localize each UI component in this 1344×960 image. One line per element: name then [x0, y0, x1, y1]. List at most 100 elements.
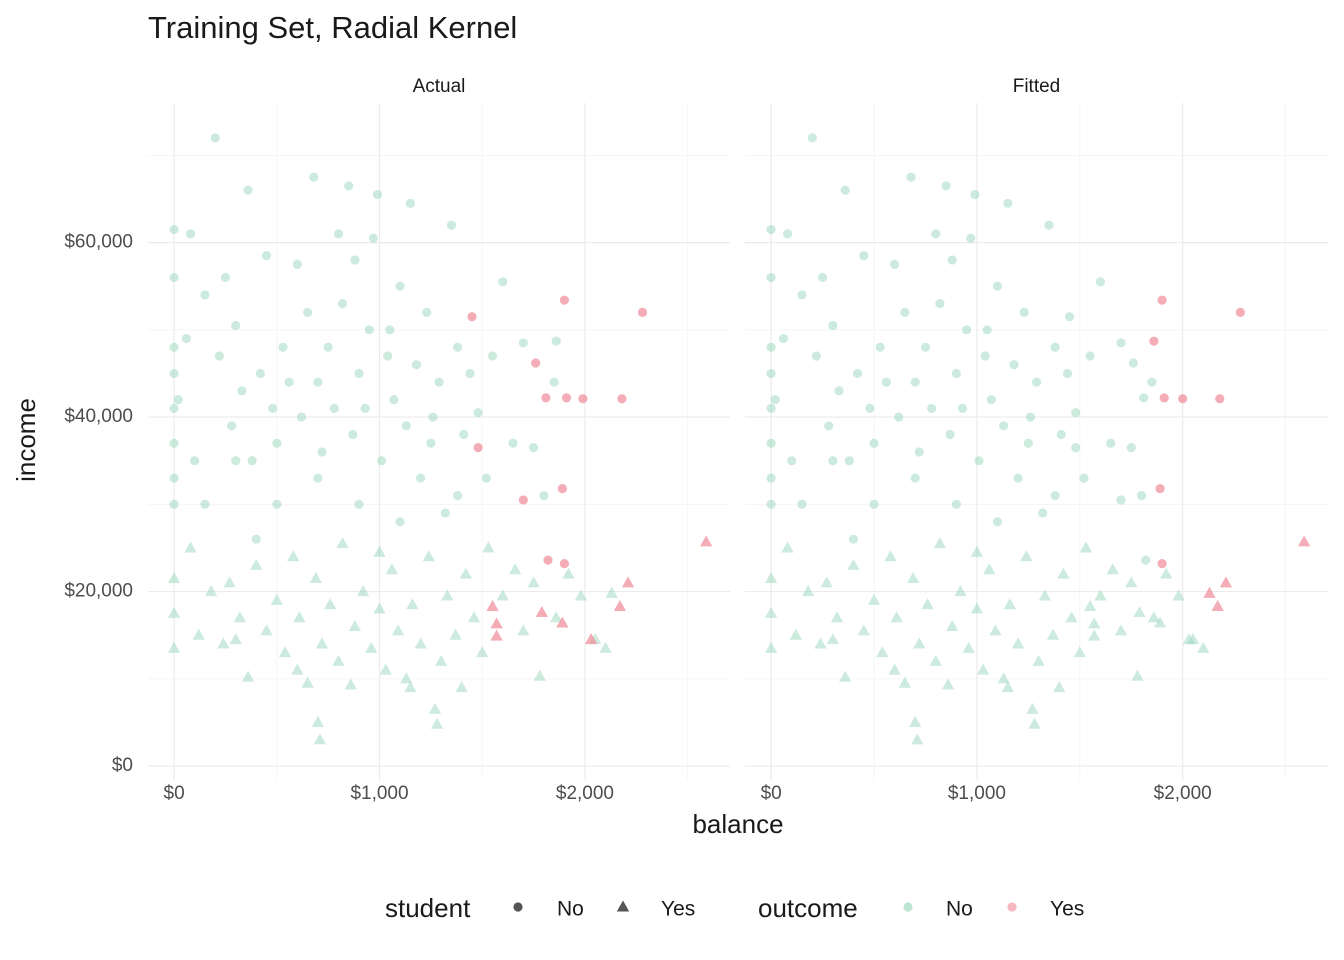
legend-key — [616, 900, 630, 912]
point — [533, 669, 546, 681]
point — [465, 368, 475, 379]
point — [1028, 717, 1041, 729]
point — [473, 408, 483, 418]
point — [223, 576, 236, 588]
point — [766, 438, 776, 448]
point — [354, 368, 364, 379]
point — [1046, 628, 1060, 640]
point — [391, 624, 405, 636]
point — [303, 307, 313, 317]
legend-title: outcome — [758, 893, 858, 923]
point — [467, 312, 477, 322]
point — [241, 670, 255, 682]
point — [508, 438, 518, 448]
point — [467, 611, 481, 623]
point — [549, 377, 559, 387]
point — [204, 585, 218, 597]
point — [1128, 358, 1138, 368]
point — [332, 654, 345, 666]
x-axis-title: balance — [692, 809, 783, 839]
point — [951, 368, 961, 379]
point — [496, 589, 509, 601]
point — [1071, 408, 1081, 418]
point — [385, 563, 399, 575]
point — [1157, 295, 1167, 305]
point — [309, 172, 319, 182]
point — [210, 133, 220, 143]
point — [278, 342, 288, 352]
point — [482, 541, 495, 553]
point — [617, 394, 627, 404]
point — [434, 377, 444, 387]
point — [287, 550, 300, 562]
point — [962, 641, 975, 653]
point — [1106, 438, 1116, 448]
point — [859, 251, 869, 261]
point — [957, 403, 968, 413]
point — [185, 229, 196, 239]
point — [876, 646, 889, 658]
point — [368, 233, 378, 243]
legend-label: No — [557, 898, 584, 921]
point — [844, 456, 854, 466]
point — [1079, 473, 1089, 483]
point — [1026, 702, 1039, 714]
point — [1114, 624, 1128, 636]
point — [848, 534, 859, 544]
point — [1106, 563, 1119, 575]
point — [426, 438, 436, 448]
point — [869, 499, 879, 509]
point — [452, 342, 463, 352]
point — [557, 484, 567, 494]
point — [229, 633, 242, 645]
point — [1064, 312, 1075, 322]
point — [169, 224, 179, 235]
point — [373, 545, 386, 557]
point — [1065, 611, 1078, 623]
point — [459, 567, 472, 579]
point — [980, 351, 990, 361]
point — [247, 456, 257, 466]
point — [962, 325, 972, 335]
point — [192, 628, 205, 640]
point — [313, 733, 327, 745]
point — [906, 571, 920, 584]
point — [227, 421, 237, 431]
point — [518, 495, 528, 505]
point — [637, 307, 648, 317]
point — [898, 676, 912, 688]
point — [613, 599, 627, 611]
point — [828, 456, 838, 466]
point — [1057, 567, 1070, 579]
point — [982, 325, 992, 335]
point — [992, 281, 1003, 291]
y-tick-label: $40,000 — [64, 406, 133, 427]
point — [561, 393, 572, 403]
point — [1009, 360, 1019, 370]
point — [508, 563, 522, 575]
point — [945, 429, 955, 440]
point — [1032, 654, 1045, 666]
point — [360, 403, 370, 413]
point — [260, 624, 273, 636]
point — [890, 259, 900, 269]
point — [284, 377, 294, 387]
point — [404, 681, 417, 693]
point — [927, 403, 937, 413]
point — [272, 499, 282, 509]
point — [888, 663, 901, 675]
point — [414, 637, 427, 649]
point — [441, 589, 454, 601]
point — [169, 342, 179, 352]
point — [1071, 443, 1081, 453]
x-tick-label: $0 — [164, 783, 185, 804]
point — [173, 395, 183, 405]
legend-label: Yes — [661, 898, 695, 921]
point — [373, 602, 386, 614]
point — [766, 473, 776, 483]
point — [1050, 490, 1060, 501]
point — [970, 190, 980, 200]
point — [233, 611, 247, 623]
point — [881, 377, 891, 387]
point — [911, 733, 924, 745]
